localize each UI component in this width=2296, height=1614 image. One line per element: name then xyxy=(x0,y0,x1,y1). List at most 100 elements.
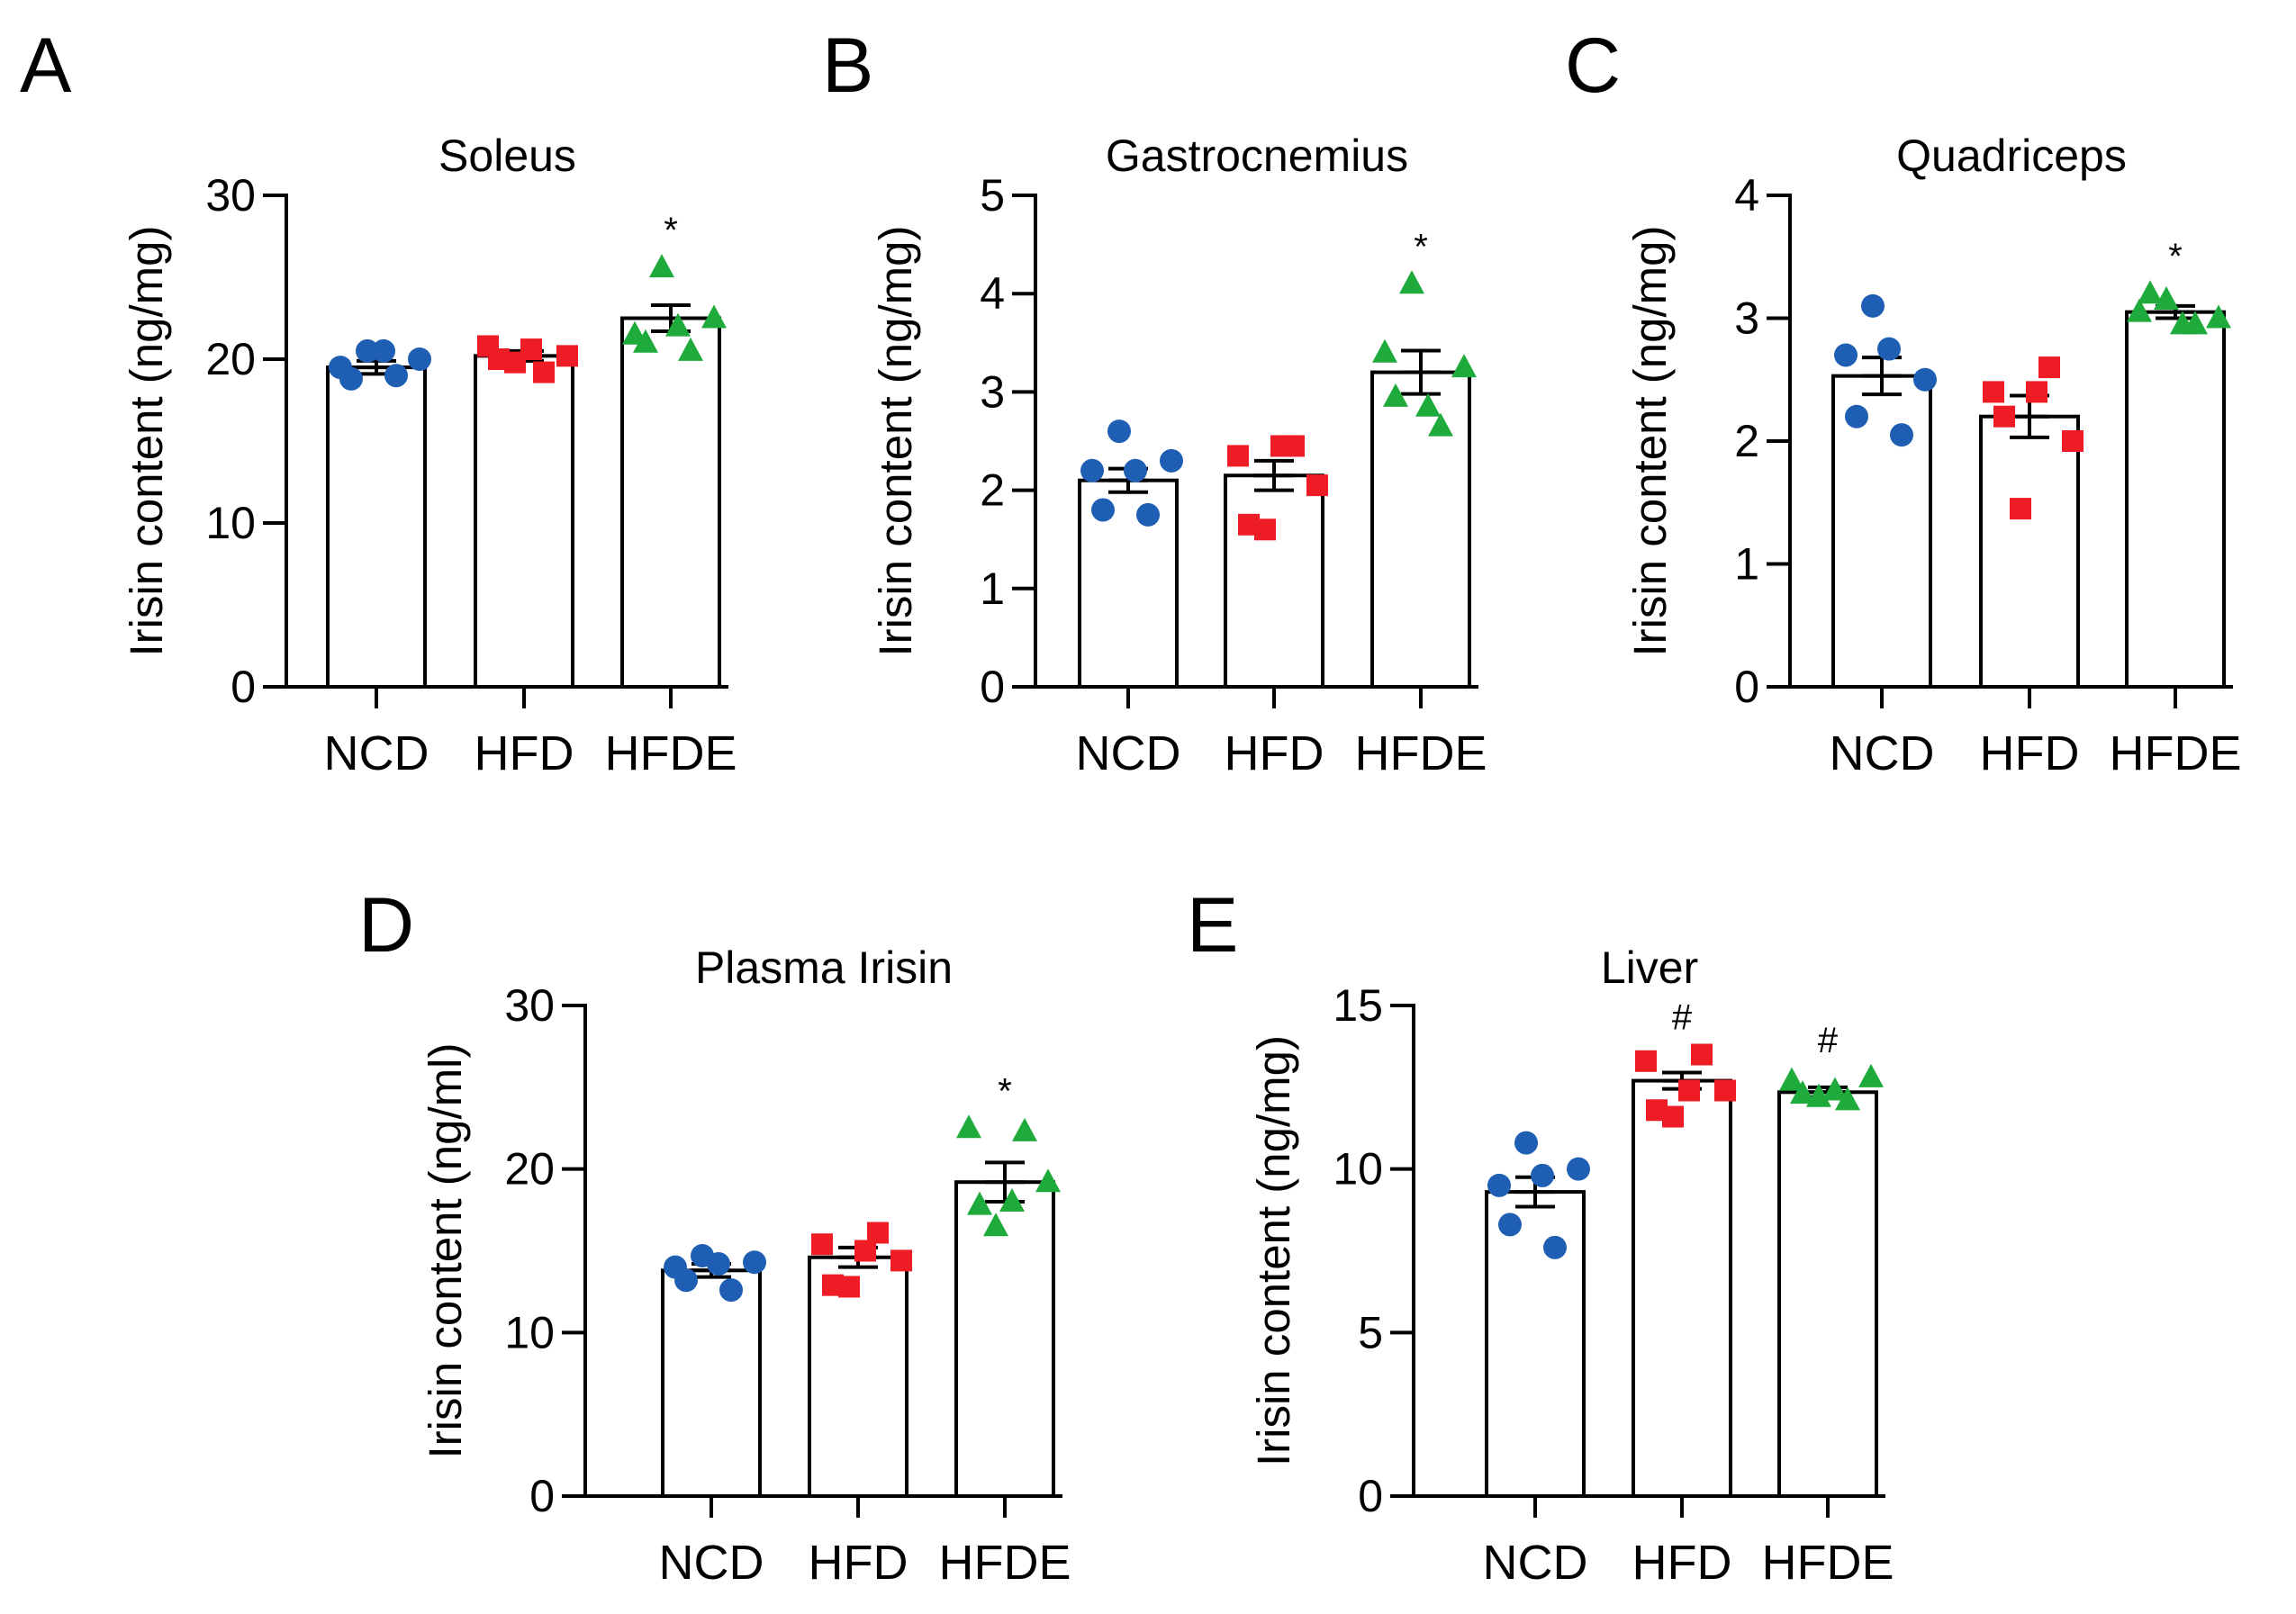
data-point-hfde xyxy=(1372,338,1397,363)
y-tick-label: 0 xyxy=(980,662,1005,712)
panel-letter: A xyxy=(20,23,72,109)
bar-hfde xyxy=(2125,310,2226,689)
bar-hfd xyxy=(474,354,574,689)
data-point-ncd xyxy=(719,1278,743,1303)
y-tick-label: 3 xyxy=(980,366,1005,417)
data-point-hfde xyxy=(1451,354,1477,378)
x-tick-label: NCD xyxy=(1483,1536,1588,1590)
data-point-hfd xyxy=(520,338,542,361)
data-point-ncd xyxy=(1567,1157,1590,1181)
data-point-ncd xyxy=(1107,419,1131,444)
bar-ncd xyxy=(1485,1190,1586,1498)
x-tick-label: HFDE xyxy=(605,726,737,780)
chart-title: Soleus xyxy=(438,131,576,181)
y-tick-label: 0 xyxy=(1358,1471,1383,1521)
data-point-hfde xyxy=(967,1191,992,1215)
chart-title: Plasma Irisin xyxy=(695,942,953,993)
significance-marker: * xyxy=(664,211,678,250)
panel-c: C Quadriceps Irisin content (ng/mg) 0 1 2 3 4 NC… xyxy=(1565,23,2242,780)
y-tick-label: 20 xyxy=(205,334,256,384)
data-point-hfde xyxy=(956,1114,981,1139)
panel-b: B Gastrocnemius Irisin content (ng/mg) 0 1 2 3… xyxy=(822,23,1487,780)
chart-title: Liver xyxy=(1601,942,1698,993)
bar-ncd xyxy=(326,365,427,689)
data-point-hfde xyxy=(1790,1080,1815,1105)
significance-marker: * xyxy=(2168,237,2183,276)
significance-marker: * xyxy=(1414,227,1428,266)
data-point-hfd xyxy=(1993,405,2015,428)
y-axis-label: Irisin content (ng/ml) xyxy=(420,1043,471,1459)
chart-title: Quadriceps xyxy=(1896,131,2127,181)
x-tick-label: HFD xyxy=(1225,726,1324,780)
y-tick-label: 4 xyxy=(1734,170,1759,221)
data-point-hfde xyxy=(1822,1077,1848,1101)
data-point-hfde xyxy=(999,1188,1025,1212)
data-point-hfde xyxy=(1399,270,1424,294)
data-point-ncd xyxy=(707,1252,730,1276)
bar-ncd xyxy=(1831,374,1932,689)
data-point-hfd xyxy=(1306,474,1328,497)
data-point-hfd xyxy=(890,1249,912,1272)
y-axis-label: Irisin content (ng/mg) xyxy=(121,225,172,656)
y-axis-label: Irisin content (ng/mg) xyxy=(1248,1035,1299,1466)
data-point-hfde xyxy=(678,337,703,361)
y-tick-label: 5 xyxy=(980,170,1005,221)
panel-letter: D xyxy=(358,882,414,969)
data-point-ncd xyxy=(1845,404,1868,428)
data-point-ncd xyxy=(408,347,431,371)
y-tick-label: 1 xyxy=(1734,539,1759,590)
data-point-hfde xyxy=(2170,311,2195,335)
data-point-hfd xyxy=(1635,1050,1657,1072)
significance-marker: # xyxy=(1818,1021,1839,1060)
x-tick-label: HFD xyxy=(809,1536,908,1590)
significance-marker: # xyxy=(1672,998,1693,1038)
data-point-hfd xyxy=(2026,381,2047,403)
y-tick-label: 30 xyxy=(205,170,256,221)
y-tick-label: 1 xyxy=(980,564,1005,614)
significance-marker: * xyxy=(998,1071,1012,1111)
data-point-hfde xyxy=(633,329,658,353)
data-point-hfd xyxy=(1227,445,1249,467)
data-point-ncd xyxy=(1890,423,1913,447)
data-point-hfd xyxy=(556,345,578,367)
data-point-ncd xyxy=(1136,502,1160,527)
data-point-hfd xyxy=(1678,1079,1700,1102)
data-point-hfd xyxy=(1270,435,1292,457)
y-tick-label: 15 xyxy=(1333,980,1383,1031)
data-point-hfd xyxy=(488,348,510,370)
data-point-hfde xyxy=(1428,412,1453,437)
data-point-ncd xyxy=(674,1268,698,1293)
data-point-ncd xyxy=(372,338,395,363)
panel-e: E Liver Irisin content (ng/mg) 0 5 10 15 NCD HFD… xyxy=(1187,882,1894,1590)
bar-hfde xyxy=(954,1180,1055,1498)
data-point-hfde xyxy=(665,312,691,337)
data-point-hfd xyxy=(1691,1043,1713,1066)
x-tick-label: HFDE xyxy=(2110,726,2242,780)
data-point-hfd xyxy=(2062,430,2084,452)
x-tick-label: HFD xyxy=(475,726,574,780)
panel-letter: E xyxy=(1187,882,1238,969)
data-point-hfd xyxy=(822,1274,844,1296)
y-tick-label: 2 xyxy=(980,465,1005,516)
data-point-hfde xyxy=(1415,392,1441,417)
data-point-hfde xyxy=(1779,1067,1804,1091)
data-point-hfde xyxy=(649,254,674,278)
panel-d: D Plasma Irisin Irisin content (ng/ml) 0 10 2… xyxy=(358,882,1071,1590)
data-point-hfde xyxy=(2154,286,2179,311)
data-point-hfde xyxy=(1383,383,1408,407)
data-point-ncd xyxy=(743,1250,766,1275)
data-point-ncd xyxy=(1861,293,1885,318)
data-point-hfd xyxy=(2038,356,2060,379)
data-point-ncd xyxy=(384,364,408,388)
x-tick-label: NCD xyxy=(1076,726,1181,780)
bar-hfd xyxy=(1979,414,2080,689)
panel-letter: B xyxy=(822,23,873,109)
data-point-hfde xyxy=(2138,280,2163,304)
y-tick-label: 10 xyxy=(205,498,256,548)
data-point-ncd xyxy=(1913,367,1937,392)
y-tick-label: 20 xyxy=(504,1144,555,1195)
y-axis-label: Irisin content (ng/mg) xyxy=(1624,225,1676,656)
data-point-hfde xyxy=(1012,1117,1037,1141)
bar-hfde xyxy=(620,316,721,689)
